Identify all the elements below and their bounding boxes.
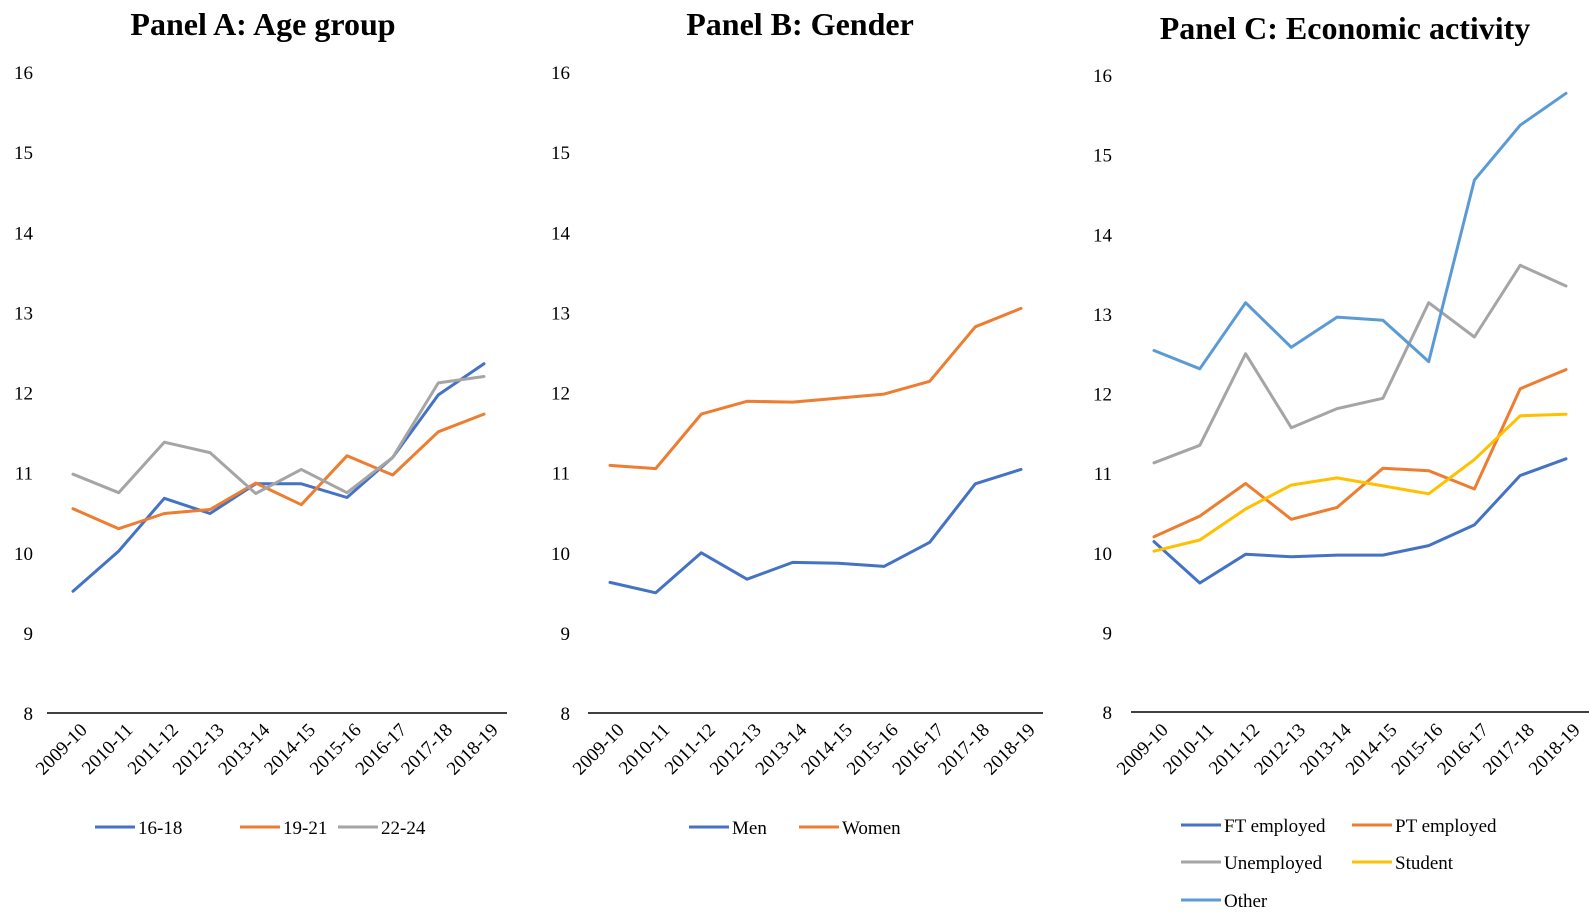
y-tick-label: 16: [551, 63, 570, 84]
y-tick-label: 13: [551, 303, 570, 324]
x-tick-label: 2018-19: [1525, 720, 1585, 780]
x-tick-label: 2009-10: [569, 720, 629, 780]
series-line-19-21: [71, 412, 486, 531]
series-line-16-18: [71, 362, 486, 593]
legend-label-19-21: 19-21: [283, 818, 327, 839]
y-tick-label: 13: [1093, 305, 1112, 326]
series-line-other: [1152, 91, 1568, 371]
x-tick-label: 2018-19: [980, 720, 1040, 780]
legend-label-student: Student: [1395, 853, 1454, 874]
panel-b: Panel B: Gender 8 9 10 11 12 13 14 15 16 2009-10 20…: [551, 6, 1043, 839]
panel-c: Panel C: Economic activity 8 9 10 11 12 13 14 15…: [1093, 10, 1589, 912]
legend-label-other: Other: [1224, 891, 1268, 912]
series-line-ft-employed: [1152, 457, 1568, 585]
y-tick-label: 10: [14, 544, 33, 565]
y-tick-label: 14: [1093, 225, 1113, 246]
y-tick-label: 12: [551, 384, 570, 405]
y-tick-label: 15: [1093, 146, 1112, 167]
x-tick-label: 2010-11: [1159, 720, 1218, 779]
y-tick-label: 11: [15, 464, 33, 485]
series-line-women: [608, 306, 1023, 471]
legend-label-22-24: 22-24: [381, 818, 426, 839]
legend-label-men: Men: [732, 818, 767, 839]
x-tick-label: 2009-10: [1113, 720, 1173, 780]
y-tick-label: 8: [24, 704, 34, 725]
series-line-unemployed: [1152, 263, 1568, 465]
y-tick-label: 9: [24, 624, 34, 645]
y-tick-label: 8: [561, 704, 571, 725]
y-tick-label: 9: [1103, 623, 1113, 644]
y-tick-label: 15: [551, 143, 570, 164]
y-tick-label: 14: [551, 223, 571, 244]
series-line-men: [608, 467, 1023, 595]
legend-label-unemployed: Unemployed: [1224, 853, 1323, 874]
panel-title: Panel B: Gender: [686, 6, 914, 42]
y-tick-label: 16: [14, 63, 33, 84]
y-tick-label: 8: [1103, 703, 1113, 724]
panel-title: Panel C: Economic activity: [1160, 10, 1531, 46]
series-line-22-24: [71, 375, 486, 495]
y-tick-label: 12: [1093, 385, 1112, 406]
series-line-student: [1152, 412, 1568, 553]
y-tick-label: 9: [561, 624, 571, 645]
panel-a: Panel A: Age group 8 9 10 11 12 13 14 15 16 2009-1…: [14, 6, 507, 839]
legend-label-women: Women: [842, 818, 901, 839]
x-tick-label: 2018-19: [443, 720, 503, 780]
y-tick-label: 11: [552, 464, 570, 485]
legend-label-16-18: 16-18: [138, 818, 182, 839]
legend-label-pt-employed: PT employed: [1395, 816, 1497, 837]
y-tick-label: 14: [14, 223, 34, 244]
y-tick-label: 16: [1093, 66, 1112, 87]
y-tick-label: 10: [1093, 544, 1112, 565]
y-tick-label: 11: [1094, 464, 1112, 485]
panel-title: Panel A: Age group: [130, 6, 395, 42]
y-tick-label: 13: [14, 303, 33, 324]
y-tick-label: 15: [14, 143, 33, 164]
series-line-pt-employed: [1152, 368, 1568, 539]
y-tick-label: 12: [14, 384, 33, 405]
legend-label-ft-employed: FT employed: [1224, 816, 1326, 837]
y-tick-label: 10: [551, 544, 570, 565]
x-tick-label: 2009-10: [32, 720, 92, 780]
